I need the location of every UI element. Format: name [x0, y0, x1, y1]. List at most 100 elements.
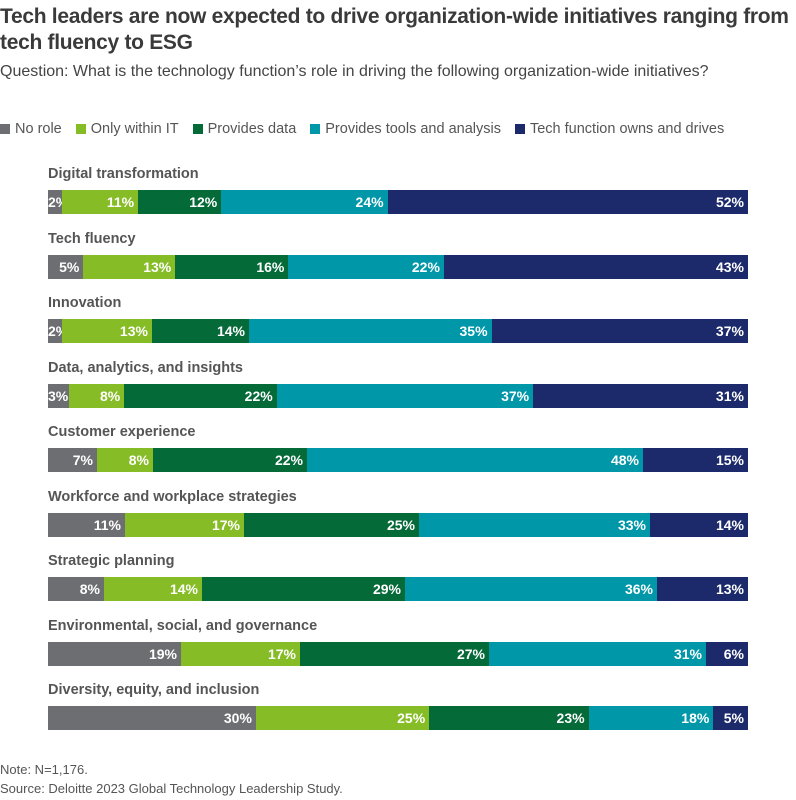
legend-label: No role [15, 121, 62, 137]
chart-title: Tech leaders are now expected to drive o… [0, 5, 789, 54]
category-label: Workforce and workplace strategies [48, 488, 297, 505]
data-label: 27% [456, 645, 485, 662]
bar-segment: 2% [48, 319, 68, 343]
data-label: 14% [715, 516, 744, 533]
data-label: 11% [106, 194, 135, 210]
legend-label: Provides tools and analysis [325, 121, 501, 137]
data-label: 22% [411, 258, 440, 275]
bar-segment: 24% [221, 190, 388, 214]
bar-segment: 13% [83, 254, 176, 279]
bar-segment: 8% [68, 383, 125, 408]
bar-segment: 22% [153, 448, 307, 472]
legend: No role Only within IT Provides data Provid… [0, 121, 724, 137]
legend-swatch [310, 124, 321, 134]
data-label: 48% [610, 452, 639, 468]
data-label: 52% [715, 194, 744, 210]
bar-segment: 33% [419, 512, 650, 537]
bar-segment: 6% [706, 641, 748, 666]
legend-item: Tech function owns and drives [514, 121, 725, 137]
legend-label: Tech function owns and drives [529, 121, 725, 137]
bar-row: 11% 17% 25% 33% 14% [48, 512, 748, 537]
bar-segment: 3% [48, 383, 69, 408]
data-label: 13% [715, 581, 744, 597]
bar-row: 7% 8% 22% 48% 15% [48, 448, 748, 472]
footnote: Note: N=1,176. Source: Deloitte 2023 Glo… [0, 760, 343, 798]
data-label: 17% [267, 645, 296, 662]
bar-segment: 18% [588, 706, 714, 730]
category-label: Tech fluency [48, 230, 136, 247]
legend-item: No role [0, 121, 62, 137]
bar-segment: 25% [255, 706, 430, 730]
bar-segment: 22% [124, 383, 277, 408]
legend-swatch [0, 124, 10, 134]
legend-label: Provides data [207, 121, 297, 137]
bar-segment: 25% [244, 512, 419, 537]
legend-item: Only within IT [75, 121, 179, 137]
data-label: 15% [715, 452, 744, 468]
source-text: Source: Deloitte 2023 Global Technology … [0, 781, 343, 796]
data-label: 24% [355, 194, 384, 210]
data-label: 5% [59, 258, 80, 275]
bar-segment: 52% [387, 190, 748, 214]
data-label: 13% [119, 323, 148, 339]
data-label: 7% [72, 452, 93, 468]
category-label: Environmental, social, and governance [48, 617, 318, 634]
legend-swatch [192, 124, 203, 134]
data-label: 16% [256, 258, 285, 275]
bar-segment: 5% [48, 254, 84, 279]
category-label: Diversity, equity, and inclusion [48, 682, 260, 698]
bar-segment: 16% [175, 254, 289, 279]
bar-segment: 13% [657, 577, 748, 601]
bar-row: 3% 8% 22% 37% 31% [48, 383, 748, 408]
bar-segment: 43% [443, 254, 748, 279]
bar-segment: 30% [48, 706, 256, 730]
bar-segment: 11% [61, 190, 139, 214]
bar-segment: 5% [713, 706, 748, 730]
bar-segment: 14% [650, 512, 748, 537]
data-label: 25% [397, 710, 426, 726]
bar-row: 5% 13% 16% 22% 43% [48, 254, 748, 279]
data-label: 31% [673, 645, 702, 662]
category-label: Digital transformation [48, 166, 199, 182]
bar-segment: 31% [533, 383, 748, 408]
bar-row: 30% 25% 23% 18% 5% [48, 706, 748, 730]
bar-segment: 2% [48, 190, 68, 214]
bar-segment: 22% [288, 254, 444, 279]
bar-segment: 17% [181, 641, 300, 666]
category-label: Data, analytics, and insights [48, 359, 243, 376]
data-label: 18% [681, 710, 710, 726]
bar-segment: 19% [48, 641, 181, 666]
data-label: 17% [211, 516, 240, 533]
legend-item: Provides tools and analysis [310, 121, 501, 137]
legend-item: Provides data [192, 121, 297, 137]
bar-segment: 27% [300, 641, 489, 666]
data-label: 22% [274, 452, 303, 468]
bar-segment: 31% [489, 641, 706, 666]
data-label: 13% [143, 258, 172, 275]
bar-segment: 35% [248, 319, 492, 343]
data-label: 35% [459, 323, 488, 339]
note-text: Note: N=1,176. [0, 762, 88, 777]
data-label: 19% [148, 645, 177, 662]
category-label: Customer experience [48, 424, 196, 440]
bar-row: 19% 17% 27% 31% 6% [48, 641, 748, 666]
bar-segment: 17% [125, 512, 244, 537]
bar-segment: 13% [61, 319, 152, 343]
legend-swatch [514, 124, 525, 134]
bar-segment: 37% [491, 319, 748, 343]
category-label: Innovation [48, 295, 122, 311]
bar-segment: 37% [276, 383, 534, 408]
bar-segment: 23% [429, 706, 589, 730]
bar-row: 2% 13% 14% 35% 37% [48, 319, 748, 343]
bar-segment: 14% [151, 319, 249, 343]
data-label: 8% [99, 387, 121, 404]
chart-subtitle: Question: What is the technology functio… [0, 63, 709, 80]
legend-label: Only within IT [90, 121, 179, 137]
bar-row: 8% 14% 29% 36% 13% [48, 577, 748, 601]
data-label: 37% [715, 323, 744, 339]
bar-segment: 12% [138, 190, 222, 214]
data-label: 31% [715, 387, 744, 404]
data-label: 23% [556, 710, 585, 726]
bar-segment: 8% [48, 577, 104, 601]
bar-segment: 36% [405, 577, 657, 601]
